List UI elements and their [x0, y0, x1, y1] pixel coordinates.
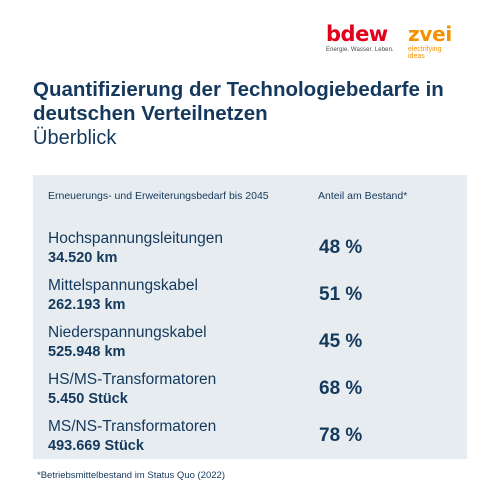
zvei-wordmark: zvei [408, 22, 452, 46]
zvei-tagline: electrifying ideas [408, 46, 442, 60]
logo-area: bdew Energie. Wasser. Leben. zvei electr… [266, 22, 466, 72]
bdew-tagline: Energie. Wasser. Leben. [326, 47, 394, 53]
asset-share: 45 % [319, 331, 363, 352]
column-header-share: Anteil am Bestand* [318, 190, 408, 202]
asset-quantity: 5.450 Stück [48, 391, 128, 407]
asset-share: 78 % [319, 425, 363, 446]
requirements-table: Erneuerungs- und Erweiterungsbedarf bis … [33, 175, 467, 459]
asset-name: Niederspannungskabel [48, 324, 207, 341]
column-header-requirement: Erneuerungs- und Erweiterungsbedarf bis … [48, 190, 269, 202]
asset-name: Mittelspannungskabel [48, 277, 198, 294]
table-row: HS/MS-Transformatoren 5.450 Stück 68 % [48, 371, 458, 415]
asset-quantity: 262.193 km [48, 297, 126, 313]
zvei-logo: zvei electrifying ideas [408, 22, 458, 60]
asset-quantity: 525.948 km [48, 344, 126, 360]
table-row: Niederspannungskabel 525.948 km 45 % [48, 324, 458, 368]
page-subtitle: Überblick [33, 127, 117, 149]
asset-name: HS/MS-Transformatoren [48, 371, 217, 388]
page-title: Quantifizierung der Technologiebedarfe i… [33, 78, 444, 125]
table-row: Hochspannungsleitungen 34.520 km 48 % [48, 230, 458, 274]
asset-share: 68 % [319, 378, 363, 399]
bdew-wordmark: bdew [326, 22, 388, 46]
asset-share: 48 % [319, 237, 363, 258]
asset-name: Hochspannungsleitungen [48, 230, 223, 247]
table-row: Mittelspannungskabel 262.193 km 51 % [48, 277, 458, 321]
asset-name: MS/NS-Transformatoren [48, 418, 217, 435]
table-row: MS/NS-Transformatoren 493.669 Stück 78 % [48, 418, 458, 462]
bdew-logo: bdew Energie. Wasser. Leben. [326, 22, 394, 53]
asset-quantity: 34.520 km [48, 250, 118, 266]
asset-share: 51 % [319, 284, 363, 305]
asset-quantity: 493.669 Stück [48, 438, 144, 454]
footnote: *Betriebsmittelbestand im Status Quo (20… [37, 470, 225, 481]
